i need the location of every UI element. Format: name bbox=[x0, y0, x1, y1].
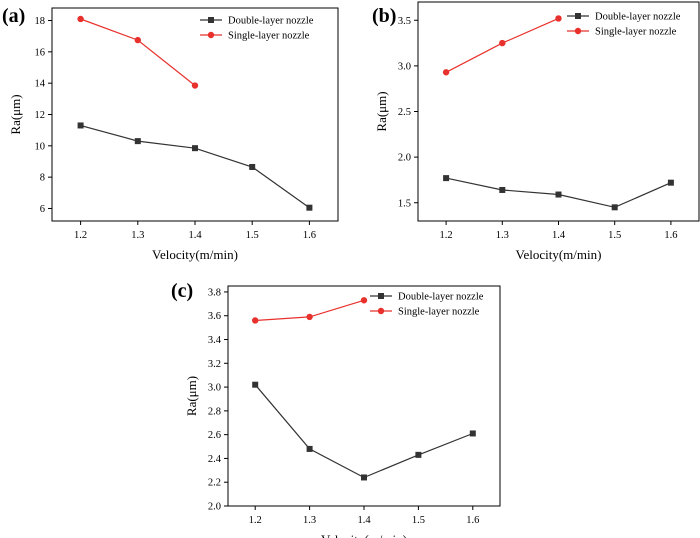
series-line bbox=[80, 18, 196, 86]
panel-b: (b) 1.2 1.3 1.4 1.5 1.6 1.5 2.0 2.5 3.0 3.5 Velocit… bbox=[372, 1, 700, 262]
legend-marker-square bbox=[575, 13, 581, 19]
data-point-square bbox=[134, 138, 141, 145]
data-point-square bbox=[252, 381, 259, 388]
x-tick-label: 1.2 bbox=[440, 230, 453, 241]
x-tick-label: 1.3 bbox=[496, 230, 509, 241]
data-point-square bbox=[555, 191, 562, 198]
x-tick-label: 1.4 bbox=[357, 515, 371, 526]
data-point-square bbox=[306, 204, 313, 211]
data-point-square bbox=[361, 474, 367, 481]
legend: Double-layer nozzle Single-layer nozzle bbox=[370, 292, 484, 318]
y-tick-label: 3.2 bbox=[208, 359, 221, 370]
y-tick-label: 1.5 bbox=[398, 198, 411, 209]
data-point-circle bbox=[252, 317, 259, 324]
legend-marker-square bbox=[378, 293, 384, 299]
data-point-square bbox=[469, 430, 476, 437]
y-tick-label: 3.8 bbox=[208, 287, 221, 298]
series-double-layer bbox=[443, 175, 674, 211]
data-point-circle bbox=[306, 313, 313, 321]
x-tick-label: 1.5 bbox=[246, 230, 259, 241]
x-tick-label: 1.6 bbox=[303, 230, 316, 241]
legend-label: Double-layer nozzle bbox=[228, 16, 314, 27]
y-tick-label: 2.5 bbox=[398, 107, 411, 118]
series-double-layer bbox=[77, 122, 313, 211]
y-tick-label: 6 bbox=[40, 204, 45, 215]
data-point-square bbox=[77, 122, 84, 129]
y-tick-label: 14 bbox=[35, 79, 46, 90]
x-tick-label: 1.5 bbox=[412, 515, 425, 526]
y-tick-label: 10 bbox=[35, 141, 46, 152]
panel-label: (c) bbox=[171, 280, 193, 302]
y-tick-label: 2.8 bbox=[208, 406, 221, 417]
legend-label: Single-layer nozzle bbox=[595, 27, 677, 38]
y-tick-label: 12 bbox=[35, 110, 46, 121]
y-tick-label: 8 bbox=[40, 173, 45, 184]
x-tick-label: 1.5 bbox=[608, 230, 621, 241]
legend-label: Double-layer nozzle bbox=[398, 292, 484, 303]
x-axis-title: Velocity(m/min) bbox=[152, 247, 238, 262]
legend-marker-circle bbox=[574, 27, 582, 35]
x-tick-label: 1.3 bbox=[303, 515, 316, 526]
y-tick-label: 3.4 bbox=[208, 335, 222, 346]
data-point-square bbox=[611, 204, 618, 211]
data-point-square bbox=[667, 179, 674, 186]
legend: Double-layer nozzle Single-layer nozzle bbox=[567, 12, 681, 38]
y-tick-label: 18 bbox=[35, 16, 46, 27]
panel-label: (a) bbox=[2, 5, 25, 27]
panel-c: (c) 1.2 1.3 1.4 1.5 1.6 2.0 2.2 2.4 2.6 2.8 3.0 3.2 3… bbox=[171, 280, 501, 538]
legend-marker-circle bbox=[207, 31, 215, 39]
y-tick-label: 3.0 bbox=[398, 61, 411, 72]
y-tick-label: 3.5 bbox=[398, 16, 411, 27]
series-double-layer bbox=[252, 381, 476, 481]
data-point-square bbox=[443, 175, 450, 182]
x-axis-title: Velocity(m/min) bbox=[516, 247, 602, 262]
data-point-circle bbox=[77, 15, 84, 23]
series-line bbox=[254, 384, 474, 479]
y-axis-title: Ra(μm) bbox=[8, 94, 23, 134]
data-point-square bbox=[499, 186, 506, 193]
y-tick-label: 2.0 bbox=[398, 153, 411, 164]
data-point-circle bbox=[360, 297, 368, 304]
x-axis-title: Velocity(m/min) bbox=[321, 532, 407, 538]
legend: Double-layer nozzle Single-layer nozzle bbox=[200, 16, 314, 42]
series-single-layer bbox=[252, 297, 368, 324]
y-tick-label: 3.6 bbox=[208, 311, 221, 322]
legend-label: Single-layer nozzle bbox=[228, 31, 310, 42]
panel-label: (b) bbox=[372, 5, 396, 27]
y-tick-label: 2.0 bbox=[208, 502, 221, 513]
x-tick-label: 1.4 bbox=[188, 230, 202, 241]
series-line bbox=[80, 124, 310, 209]
x-tick-label: 1.4 bbox=[552, 230, 566, 241]
data-point-square bbox=[415, 451, 422, 458]
data-point-square bbox=[192, 145, 198, 152]
panel-a: (a) 1.2 1.3 1.4 1.5 1.6 6 8 10 12 14 16 18 Velocity(m… bbox=[2, 5, 339, 262]
data-point-square bbox=[249, 163, 256, 170]
data-point-circle bbox=[499, 39, 506, 47]
y-tick-label: 2.6 bbox=[208, 430, 221, 441]
data-point-circle bbox=[555, 15, 562, 22]
data-point-circle bbox=[134, 36, 141, 44]
legend-label: Double-layer nozzle bbox=[595, 12, 681, 23]
data-point-circle bbox=[442, 69, 450, 76]
y-axis-title: Ra(μm) bbox=[374, 91, 389, 131]
y-tick-label: 2.4 bbox=[208, 454, 222, 465]
y-axis-title: Ra(μm) bbox=[184, 376, 199, 416]
x-tick-label: 1.2 bbox=[74, 230, 87, 241]
x-tick-label: 1.6 bbox=[466, 515, 479, 526]
y-tick-label: 16 bbox=[35, 47, 46, 58]
legend-marker-circle bbox=[377, 307, 385, 315]
series-single-layer bbox=[77, 15, 199, 89]
series-single-layer bbox=[442, 15, 562, 76]
x-tick-label: 1.6 bbox=[664, 230, 677, 241]
data-point-square bbox=[306, 445, 313, 452]
y-tick-label: 2.2 bbox=[208, 478, 221, 489]
x-tick-label: 1.2 bbox=[249, 515, 262, 526]
y-tick-label: 3.0 bbox=[208, 383, 221, 394]
legend-marker-square bbox=[208, 17, 214, 23]
x-tick-label: 1.3 bbox=[131, 230, 144, 241]
data-point-circle bbox=[191, 82, 199, 89]
legend-label: Single-layer nozzle bbox=[398, 307, 480, 318]
